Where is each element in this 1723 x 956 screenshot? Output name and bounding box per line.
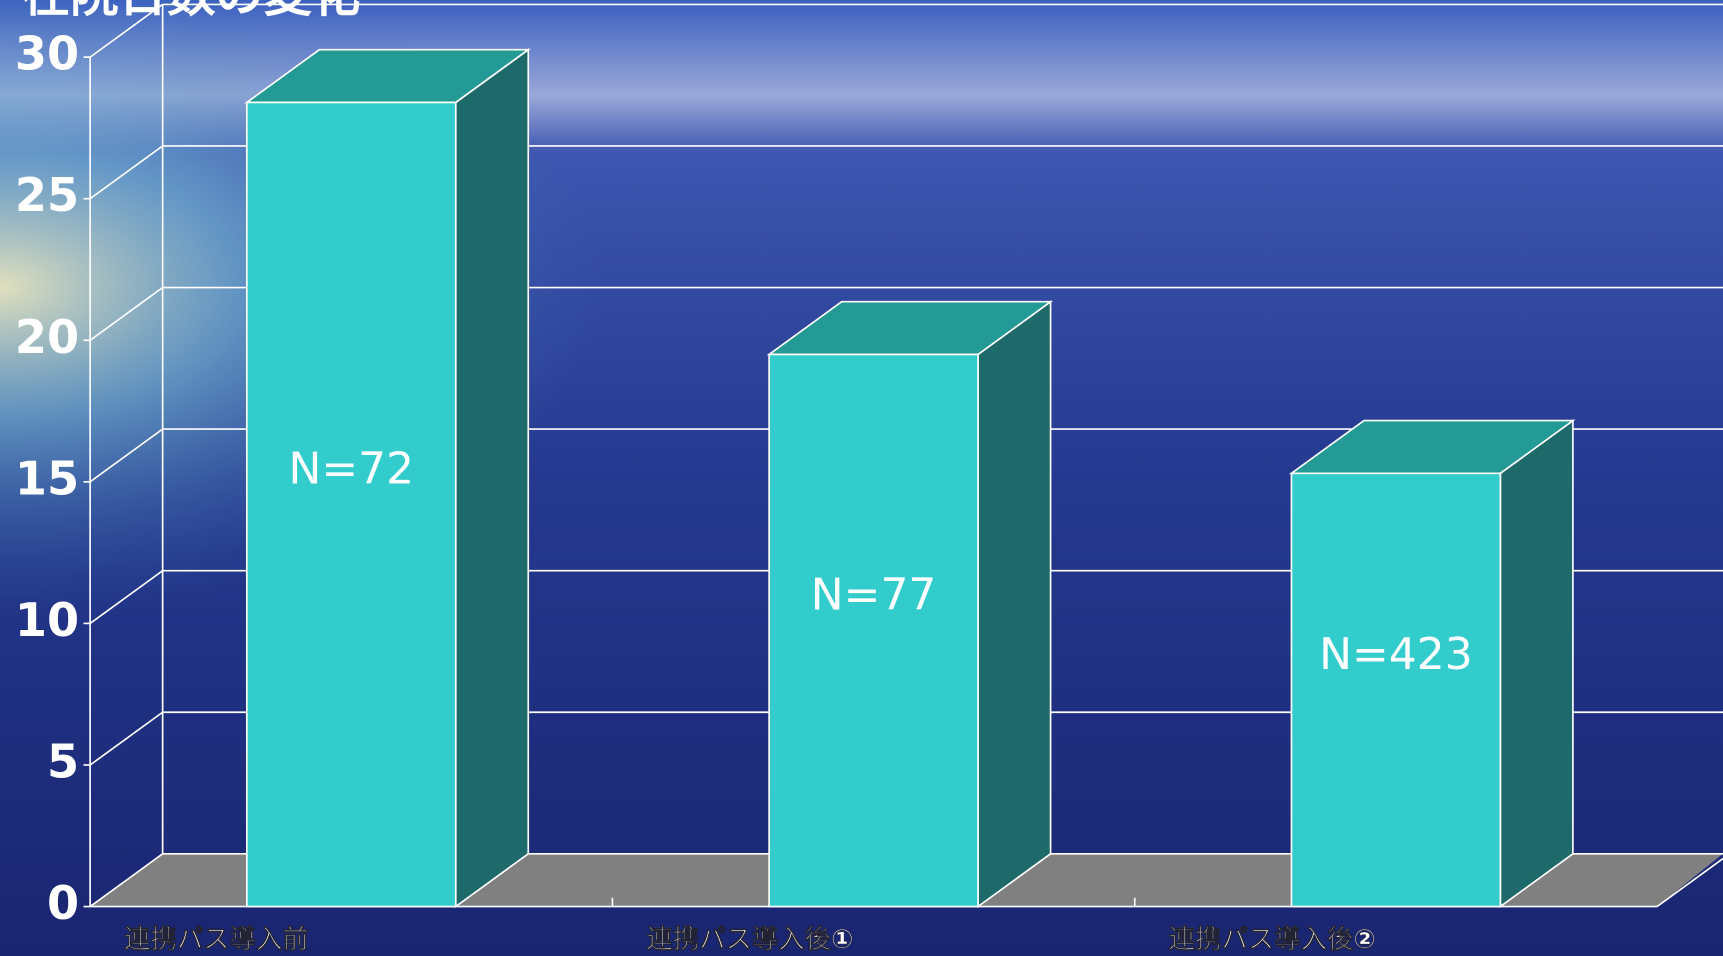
- grid-line-side: [89, 145, 164, 200]
- y-tick-label: 20: [15, 310, 79, 364]
- grid-line-side: [89, 711, 164, 766]
- x-tick-label: 連携パス導入前: [124, 924, 309, 955]
- bar-annotation: N=72: [288, 444, 414, 495]
- y-tick-label: 15: [15, 451, 79, 505]
- floor-edge: [1656, 857, 1723, 908]
- bar-annotation: N=77: [811, 570, 937, 621]
- y-tick-label: 0: [47, 876, 79, 930]
- grid-line-side: [89, 3, 164, 58]
- y-tick-label: 5: [47, 734, 79, 788]
- grid-line-side: [89, 853, 164, 908]
- x-tick-label: 連携パス導入後②: [1169, 924, 1376, 955]
- grid-line-side: [89, 570, 164, 625]
- grid-line-side: [89, 428, 164, 483]
- bar: [1290, 472, 1502, 908]
- bar-side: [977, 300, 1052, 909]
- bar-side: [454, 48, 530, 909]
- y-tick-label: 10: [15, 593, 79, 647]
- bar: [768, 353, 979, 908]
- chart-title: 在院日数の変化: [22, 0, 360, 23]
- bar-side: [1499, 418, 1574, 909]
- y-tick-label: 30: [15, 27, 79, 81]
- y-tick-label: 25: [15, 168, 79, 222]
- bar: [245, 101, 457, 908]
- grid-line-side: [89, 286, 164, 341]
- x-tick-label: 連携パス導入後①: [646, 924, 853, 955]
- bar-annotation: N=423: [1319, 629, 1473, 680]
